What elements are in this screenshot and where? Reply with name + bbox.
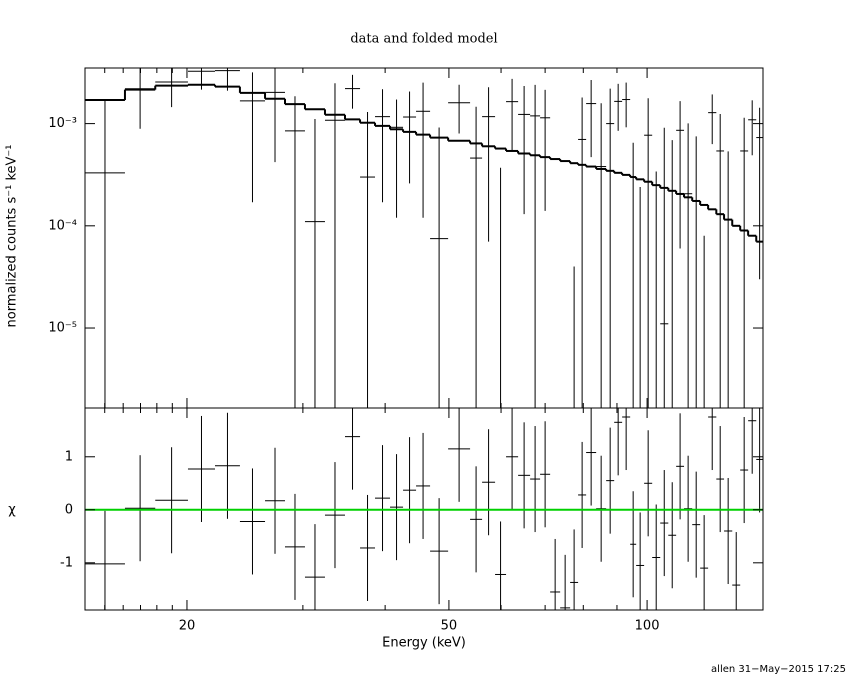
residual-panel xyxy=(85,408,763,610)
y-tick-label: 10⁻³ xyxy=(48,116,77,131)
x-tick-label: 20 xyxy=(179,619,196,634)
spectrum-panel xyxy=(85,68,763,408)
axes: 20 50 100 10⁻³ 10⁻⁴ 10⁻⁵ -1 0 1 xyxy=(48,67,764,634)
x-tick-label: 100 xyxy=(635,619,660,634)
residual-axis-label: χ xyxy=(8,503,16,518)
residual-tick-label: -1 xyxy=(60,555,73,570)
chart-title: data and folded model xyxy=(350,32,497,47)
x-axis-label: Energy (keV) xyxy=(382,636,466,651)
residual-tick-label: 0 xyxy=(65,502,73,517)
residual-tick-label: 1 xyxy=(65,449,73,464)
residual-frame xyxy=(84,407,764,611)
y-tick-label: 10⁻⁴ xyxy=(48,218,77,233)
y-axis-label: normalized counts s⁻¹ keV⁻¹ xyxy=(5,145,20,328)
footer: allen 31−May−2015 17:25 xyxy=(711,664,846,675)
x-tick-label: 50 xyxy=(441,619,458,634)
y-tick-label: 10⁻⁵ xyxy=(48,321,77,336)
